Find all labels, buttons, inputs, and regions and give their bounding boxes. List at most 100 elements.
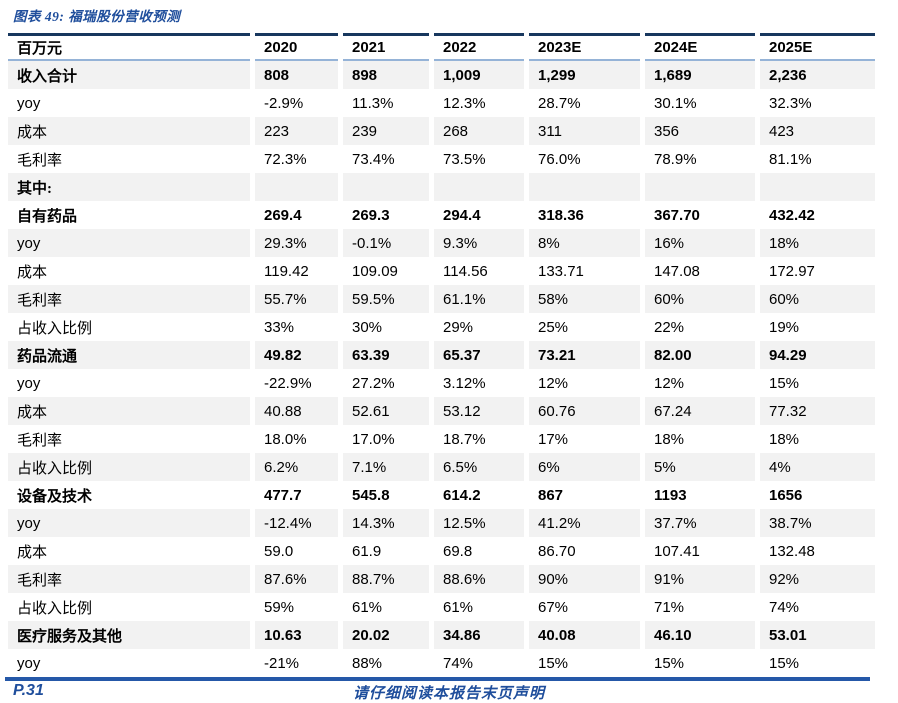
cell-value: 73.4% — [352, 150, 395, 168]
cell-value: 74% — [769, 598, 800, 616]
row-label: 成本 — [17, 264, 48, 281]
cell-value: 29% — [443, 318, 474, 336]
cell-value: 71% — [654, 598, 685, 616]
row-label: yoy — [8, 509, 250, 537]
row-label: 毛利率 — [8, 285, 250, 313]
cell-value: 12% — [654, 374, 685, 392]
cell-value: 269.3 — [352, 206, 390, 224]
table-row: 成本 223 239 268 311 356 423 — [8, 117, 875, 145]
cell-value: 17.0% — [352, 430, 395, 448]
cell-value: 58% — [529, 285, 640, 313]
table-row: 毛利率 55.7% 59.5% 61.1% 58% 60% 60% — [8, 285, 875, 313]
cell-value: 78.9% — [654, 150, 697, 168]
cell-value: 107.41 — [654, 542, 700, 560]
cell-value: -12.4% — [255, 509, 338, 537]
column-header: 2021 — [343, 33, 429, 61]
row-label: yoy — [17, 374, 41, 392]
cell-value: 30% — [352, 318, 383, 336]
cell-value: 92% — [760, 565, 875, 593]
row-label: 成本 — [17, 544, 48, 561]
cell-value: 6% — [529, 453, 640, 481]
row-label: 毛利率 — [17, 432, 63, 449]
figure-title: 图表 49: 福瑞股份营收预测 — [13, 9, 181, 24]
cell-value — [529, 173, 640, 201]
cell-value: 17% — [538, 430, 569, 448]
cell-value: 55.7% — [255, 285, 338, 313]
cell-value: 132.48 — [769, 542, 815, 560]
cell-value: 15% — [654, 654, 685, 672]
table-row: 成本 59.0 61.9 69.8 86.70 107.41 132.48 — [8, 537, 875, 565]
cell-value: 6.5% — [434, 453, 524, 481]
cell-value: 67% — [538, 598, 569, 616]
cell-value — [343, 173, 429, 201]
cell-value: 53.12 — [434, 397, 524, 425]
cell-value: 53.01 — [760, 621, 875, 649]
cell-value: 119.42 — [264, 262, 309, 280]
cell-value: -2.9% — [264, 94, 304, 112]
cell-value: 33% — [264, 318, 295, 336]
table-body: 百万元 2020 2021 2022 2023E 2024E 2025E 收入合计 808 8… — [8, 33, 875, 677]
table-row: 其中: — [8, 173, 875, 201]
cell-value: -22.9% — [264, 374, 312, 392]
cell-value: 898 — [343, 61, 429, 89]
cell-value — [645, 173, 755, 201]
cell-value: 65.37 — [434, 341, 524, 369]
row-label: 占收入比例 — [17, 600, 93, 617]
table-row: yoy -2.9% 11.3% 12.3% 28.7% 30.1% 32.3% — [8, 89, 875, 117]
cell-value: 311 — [529, 117, 640, 145]
cell-value: 1,299 — [529, 61, 640, 89]
table-row: 药品流通 49.82 63.39 65.37 73.21 82.00 94.29 — [8, 341, 875, 369]
footer-disclaimer: 请仔细阅读本报告末页声明 — [352, 686, 545, 702]
cell-value: 88% — [352, 654, 383, 672]
cell-value: 10.63 — [255, 621, 338, 649]
cell-value: 73.21 — [529, 341, 640, 369]
table-header-row: 百万元 2020 2021 2022 2023E 2024E 2025E — [8, 33, 875, 61]
cell-value: 1,009 — [434, 61, 524, 89]
cell-value: -0.1% — [343, 229, 429, 257]
cell-value: 72.3% — [264, 150, 307, 168]
cell-value: 59% — [264, 598, 295, 616]
cell-value: 91% — [645, 565, 755, 593]
cell-value: 28.7% — [538, 94, 581, 112]
cell-value: 34.86 — [434, 621, 524, 649]
cell-value: 20.02 — [343, 621, 429, 649]
cell-value: 1656 — [769, 486, 803, 504]
cell-value: 12.3% — [443, 94, 486, 112]
cell-value: 367.70 — [654, 206, 700, 224]
cell-value: 41.2% — [529, 509, 640, 537]
cell-value: 1,689 — [645, 61, 755, 89]
column-header: 2024E — [645, 33, 755, 61]
cell-value: 18% — [769, 430, 800, 448]
table-row: 成本 40.88 52.61 53.12 60.76 67.24 77.32 — [8, 397, 875, 425]
cell-value: 88.6% — [434, 565, 524, 593]
cell-value: 86.70 — [538, 542, 576, 560]
unit-label: 百万元 — [8, 33, 250, 61]
cell-value: 18.0% — [264, 430, 307, 448]
cell-value: 37.7% — [645, 509, 755, 537]
cell-value: 147.08 — [654, 262, 700, 280]
cell-value: 423 — [760, 117, 875, 145]
row-label: 其中: — [8, 173, 250, 201]
cell-value: 82.00 — [645, 341, 755, 369]
cell-value: 46.10 — [645, 621, 755, 649]
cell-value — [434, 173, 524, 201]
row-label: yoy — [8, 229, 250, 257]
cell-value: 69.8 — [443, 542, 473, 560]
cell-value — [255, 173, 338, 201]
cell-value: 18.7% — [443, 430, 486, 448]
cell-value: 15% — [769, 374, 800, 392]
cell-value: 12.5% — [434, 509, 524, 537]
cell-value: 318.36 — [538, 206, 584, 224]
column-header: 2020 — [255, 33, 338, 61]
cell-value: 294.4 — [443, 206, 481, 224]
cell-value: 15% — [538, 654, 569, 672]
table-row: yoy 29.3% -0.1% 9.3% 8% 16% 18% — [8, 229, 875, 257]
cell-value: 614.2 — [443, 486, 481, 504]
revenue-forecast-table: 百万元 2020 2021 2022 2023E 2024E 2025E 收入合计 808 8… — [3, 33, 880, 677]
table-row: yoy -21% 88% 74% 15% 15% 15% — [8, 649, 875, 677]
cell-value: 30.1% — [654, 94, 697, 112]
column-header: 2022 — [434, 33, 524, 61]
table-row: 自有药品 269.4 269.3 294.4 318.36 367.70 432.42 — [8, 201, 875, 229]
row-label: 毛利率 — [17, 152, 63, 169]
